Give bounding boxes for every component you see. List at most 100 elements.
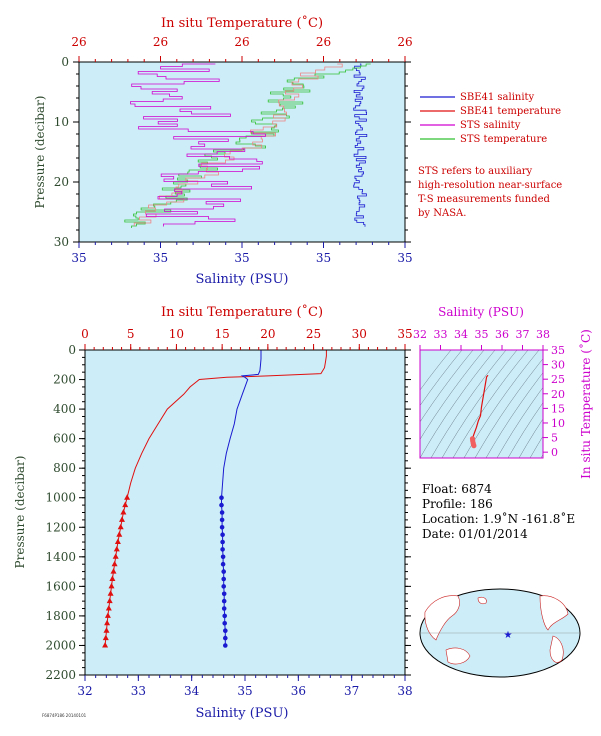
ts-right-tick-label: 20: [551, 388, 565, 401]
temperature-marker: [113, 545, 120, 552]
temperature-marker: [102, 642, 109, 648]
fp-top-tick-label: 5: [127, 327, 135, 341]
near-surface-legend: SBE41 salinity SBE41 temperature STS sal…: [420, 92, 561, 145]
near-surface-plot-area: [79, 62, 405, 242]
ns-y-tick-label: 0: [61, 55, 69, 69]
ns-bottom-tick-label: 35: [316, 251, 331, 265]
salinity-marker: [221, 569, 226, 574]
fp-top-tick-label: 0: [81, 327, 89, 341]
fp-y-tick-label: 2000: [45, 638, 76, 652]
ts-top-axis-title: Salinity (PSU): [438, 305, 524, 319]
fp-y-tick-label: 800: [53, 461, 76, 475]
ts-top-tick-label: 36: [495, 328, 509, 341]
ts-deep-point: [471, 443, 477, 449]
temperature-marker: [106, 597, 113, 604]
ts-density-contours: [420, 350, 543, 458]
salinity-marker: [221, 606, 227, 611]
ts-isopycnal: [518, 418, 543, 458]
temperature-marker: [109, 575, 116, 581]
north-america-landmass: [539, 595, 569, 631]
near-surface-y-axis-title: Pressure (decibar): [33, 96, 47, 209]
salinity-marker: [220, 554, 226, 560]
legend-label-sbe41-salinity: SBE41 salinity: [460, 92, 535, 103]
australia-landmass: [445, 647, 471, 665]
salinity-marker: [219, 517, 225, 523]
ts-top-tick-label: 33: [434, 328, 448, 341]
south-america-landmass: [549, 635, 564, 663]
salinity-marker: [223, 643, 228, 648]
fp-y-tick-label: 1400: [45, 550, 76, 564]
near-surface-bottom-axis-title: Salinity (PSU): [196, 272, 289, 287]
sts-note-line-1: STS refers to auxiliary: [418, 166, 533, 177]
sts-note-line-4: by NASA.: [418, 208, 466, 219]
fp-bottom-tick-label: 37: [344, 684, 359, 698]
asia-landmass: [424, 595, 460, 641]
temperature-marker: [107, 590, 114, 596]
salinity-marker: [219, 525, 225, 530]
sts-note-line-2: high-resolution near-surface: [418, 180, 562, 191]
ts-right-axis-title: In situ Temperature (˚C): [578, 329, 593, 479]
full-profile-top-axis-title: In situ Temperature (˚C): [161, 304, 323, 320]
ts-isopycnal: [452, 350, 529, 458]
salinity-marker: [221, 584, 226, 589]
fp-bottom-tick-label: 33: [131, 684, 146, 698]
temperature-marker: [102, 634, 109, 641]
salinity-marker: [220, 547, 225, 552]
temperature-marker: [105, 605, 112, 611]
temperature-marker: [124, 494, 131, 500]
island-landmass: [477, 596, 487, 605]
salinity-profile-line: [221, 350, 262, 498]
sts-note-line-3: T-S measurements funded: [418, 194, 550, 205]
ns-top-tick-label: 26: [397, 35, 412, 49]
temperature-marker: [114, 538, 121, 544]
float-info: Float: 6874 Profile: 186 Location: 1.9˚N…: [422, 482, 575, 541]
temperature-marker: [103, 627, 110, 633]
salinity-marker: [222, 621, 227, 626]
ts-isopycnal: [496, 386, 543, 458]
ns-bottom-tick-label: 35: [397, 251, 412, 265]
legend-label-sbe41-temperature: SBE41 temperature: [460, 106, 561, 117]
full-profile-traces: [102, 350, 327, 648]
temperature-marker: [116, 531, 123, 537]
salinity-marker: [221, 591, 227, 597]
full-profile-plot-area: [85, 350, 405, 675]
ts-isopycnal: [420, 350, 496, 458]
ts-isopycnal: [420, 350, 485, 440]
legend-label-sts-temperature: STS temperature: [460, 134, 547, 145]
fp-y-tick-label: 1800: [45, 609, 76, 623]
fp-bottom-tick-label: 38: [397, 684, 412, 698]
temperature-marker: [104, 619, 111, 626]
salinity-marker: [219, 502, 224, 508]
near-surface-traces: [124, 63, 371, 228]
salinity-marker: [220, 561, 226, 567]
ns-bottom-tick-label: 35: [234, 251, 249, 265]
ns-y-tick-label: 30: [54, 235, 69, 249]
ts-isopycnal: [420, 350, 474, 423]
ts-right-tick-label: 30: [551, 359, 565, 372]
fp-y-tick-label: 1600: [45, 579, 76, 593]
ts-isopycnal: [420, 350, 463, 407]
ns-bottom-tick-label: 35: [71, 251, 86, 265]
profile-date: Date: 01/01/2014: [422, 527, 528, 541]
salinity-marker: [221, 598, 227, 604]
fp-y-tick-label: 2200: [45, 668, 76, 682]
footer-code: F6874P186 20140101: [42, 713, 87, 718]
ts-isopycnal: [420, 350, 452, 391]
full-profile-axes: 0 5 10 15 20 25 30 35 32 33 34 35 36 37 38 0 200 400 600 80…: [45, 327, 412, 698]
ts-isopycnal: [474, 358, 543, 458]
temperature-marker: [122, 501, 129, 508]
fp-top-tick-label: 20: [260, 327, 275, 341]
ts-isopycnal: [485, 372, 543, 458]
temperature-marker: [119, 516, 125, 522]
salinity-marker: [221, 576, 226, 582]
fp-y-tick-label: 1200: [45, 520, 76, 534]
ts-isopycnal: [430, 350, 507, 458]
salinity-marker: [220, 532, 225, 537]
full-profile-panel: 0 5 10 15 20 25 30 35 32 33 34 35 36 37 38 0 200 400 600 80…: [13, 304, 413, 721]
sts-note: STS refers to auxiliary high-resolution …: [418, 166, 562, 219]
fp-y-tick-label: 0: [68, 343, 76, 357]
temperature-marker: [111, 560, 118, 567]
ts-top-tick-label: 38: [536, 328, 550, 341]
salinity-marker: [222, 613, 227, 619]
